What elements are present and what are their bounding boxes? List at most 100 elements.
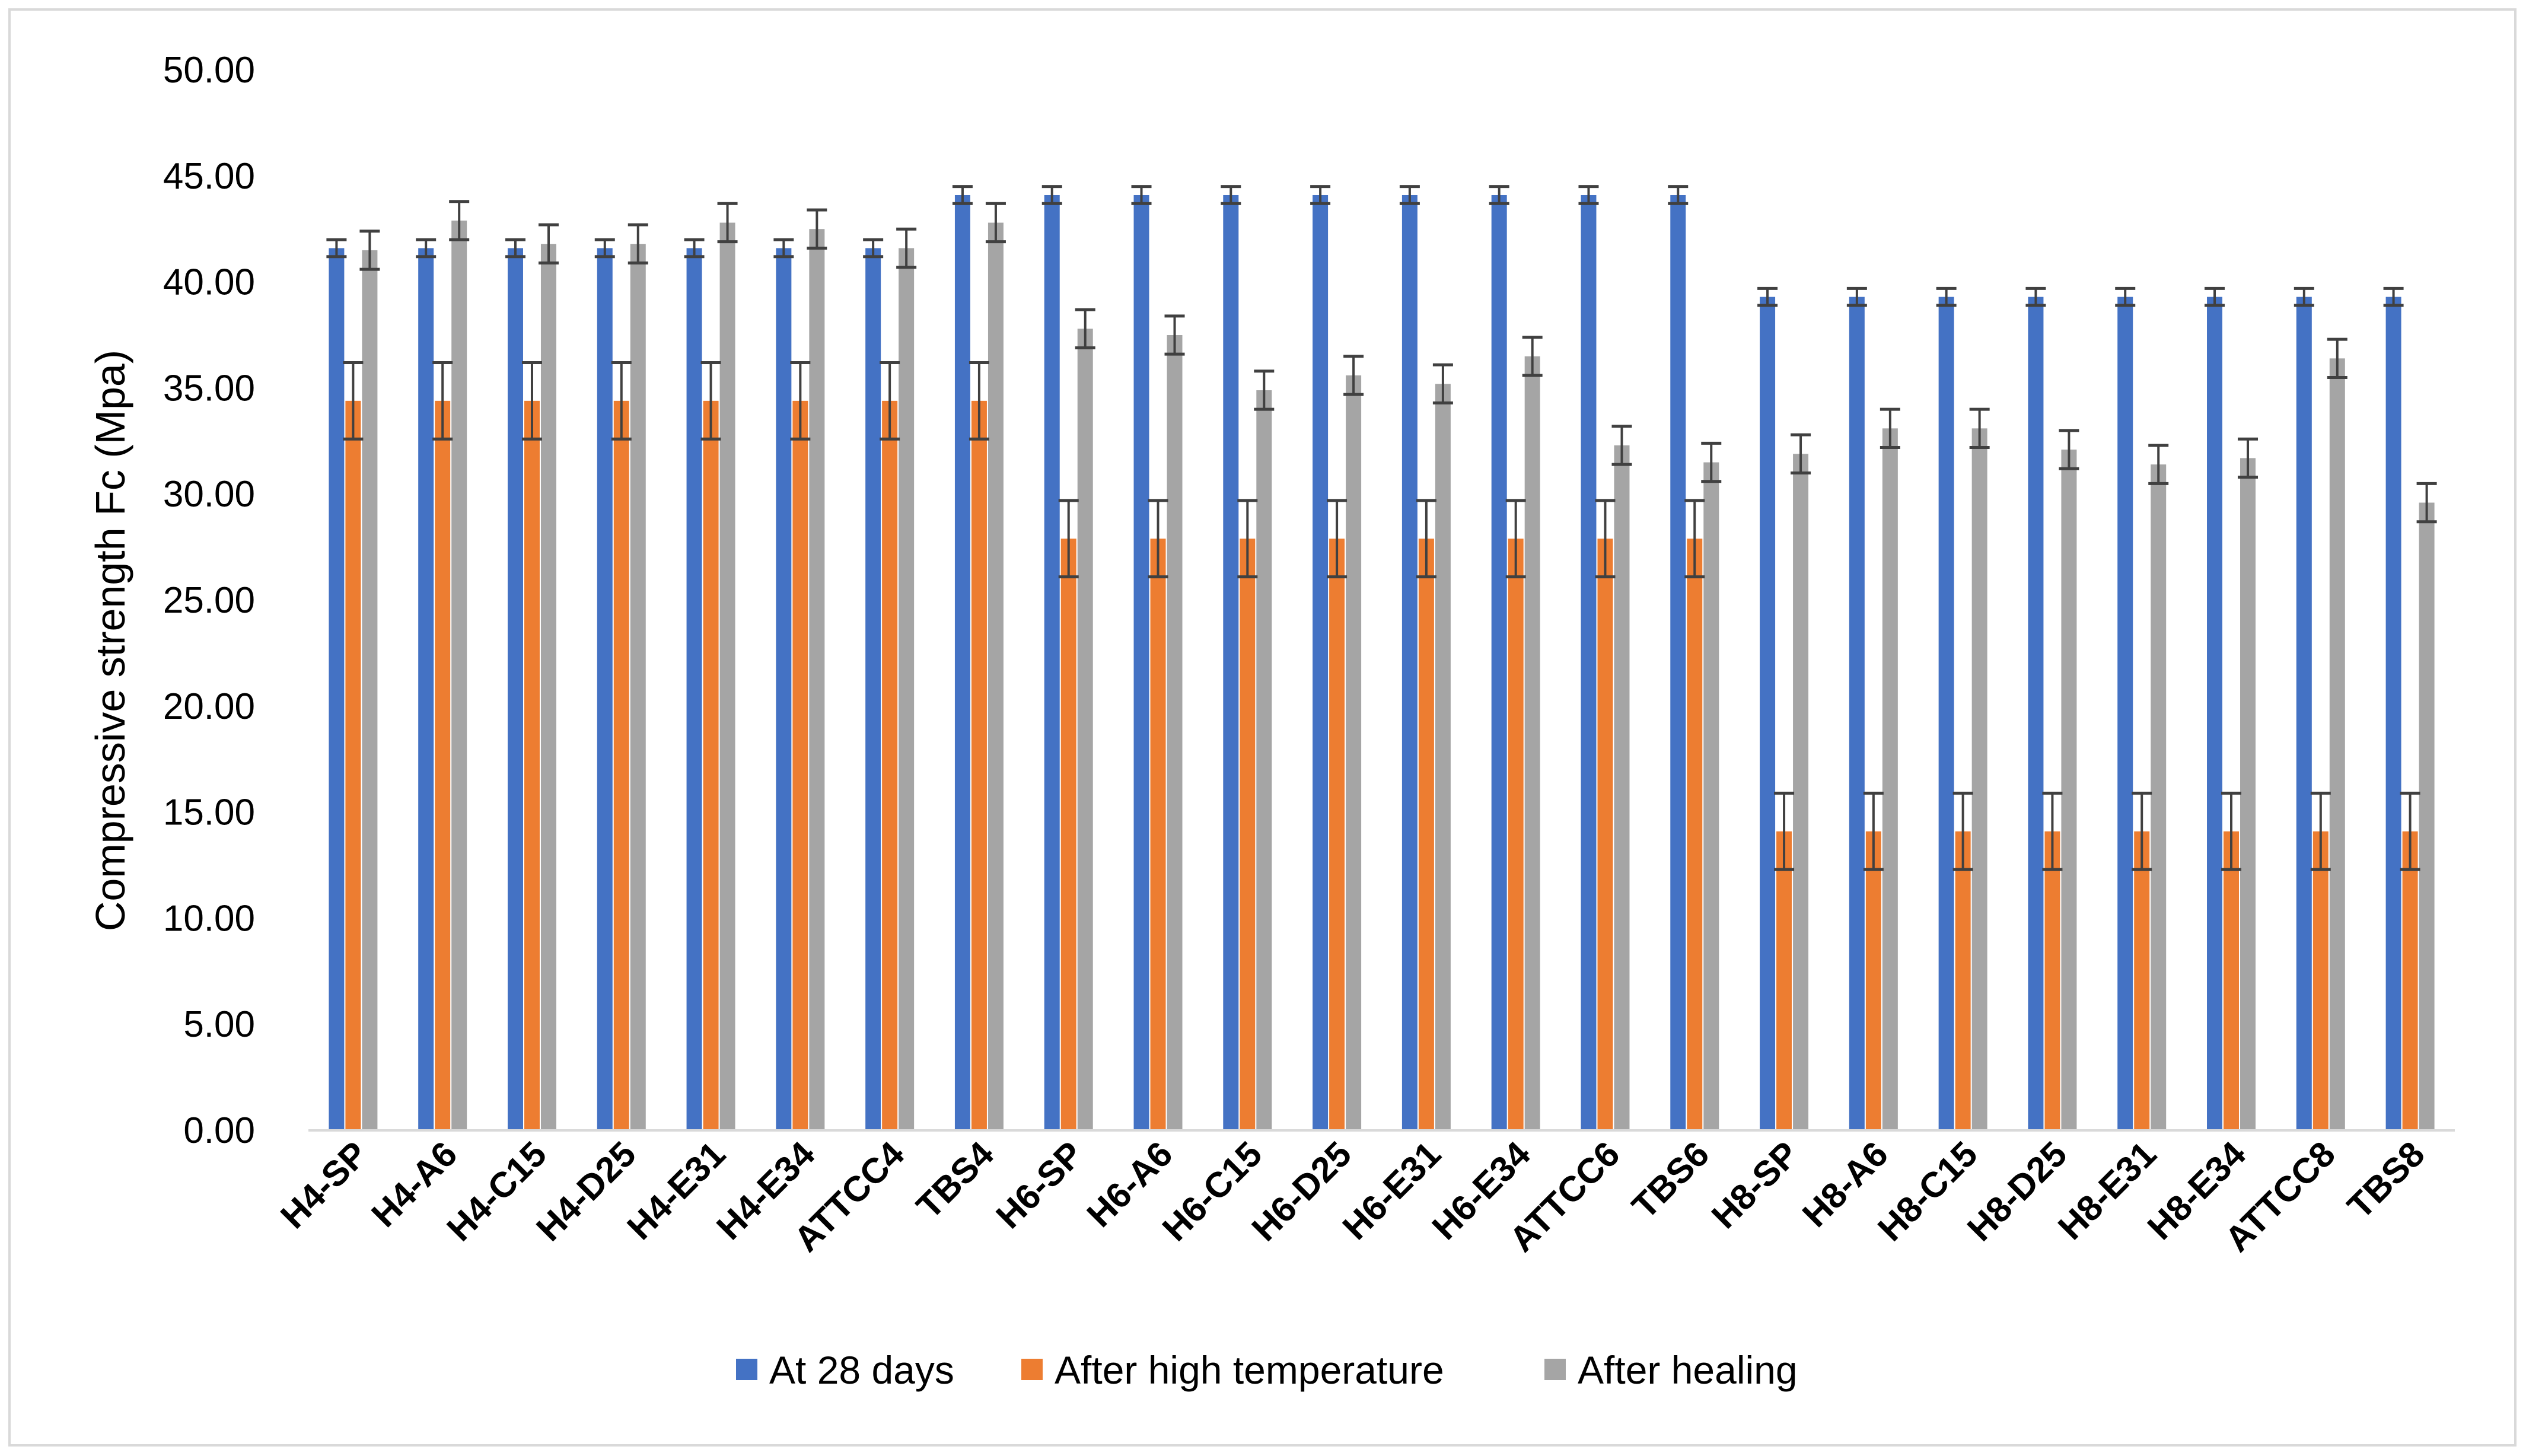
bar (1614, 445, 1630, 1130)
bar (2207, 297, 2223, 1131)
y-tick-label: 50.00 (163, 50, 255, 91)
error-bars-group (326, 185, 2437, 871)
x-tick-label: TBS6 (1624, 1134, 1717, 1226)
bar (1133, 195, 1149, 1130)
bar (597, 248, 613, 1130)
bar (1401, 195, 1418, 1130)
bar (2402, 831, 2418, 1130)
bar (540, 244, 556, 1131)
legend-label: After healing (1578, 1348, 1798, 1392)
x-tick-label: H6-E31 (1335, 1134, 1448, 1247)
bar (1491, 195, 1507, 1130)
x-tick-label: H6-SP (989, 1134, 1091, 1236)
x-tick-label: H6-C15 (1155, 1134, 1270, 1249)
bar (1508, 539, 1524, 1130)
y-tick-label: 10.00 (163, 898, 255, 939)
bar (1346, 375, 1362, 1130)
bar (2151, 464, 2167, 1130)
bar (1687, 539, 1703, 1130)
bar (1256, 390, 1272, 1130)
y-tick-label: 45.00 (163, 156, 255, 197)
bar (2028, 297, 2044, 1131)
bar (2117, 297, 2133, 1131)
bar (1150, 539, 1166, 1130)
x-tick-label: H4-D25 (528, 1134, 644, 1249)
bar (809, 229, 825, 1131)
bar (686, 248, 702, 1130)
bar (1167, 335, 1183, 1130)
bar (2296, 297, 2312, 1131)
x-axis-labels: H4-SPH4-A6H4-C15H4-D25H4-E31H4-E34ATTCC4… (273, 1133, 2432, 1259)
bar (1044, 195, 1060, 1130)
bar (435, 400, 451, 1131)
bar (1670, 195, 1686, 1130)
bar (703, 400, 719, 1131)
x-tick-label: H4-E31 (620, 1134, 733, 1247)
bar (1060, 539, 1076, 1130)
y-tick-label: 20.00 (163, 686, 255, 727)
x-tick-label: TBS8 (2340, 1134, 2432, 1226)
bar (899, 248, 915, 1130)
bar (1581, 195, 1597, 1130)
bar (2044, 831, 2060, 1130)
bar (1849, 297, 1865, 1131)
bar (719, 222, 735, 1131)
bar (1077, 329, 1093, 1130)
bar (2329, 358, 2345, 1131)
x-tick-label: H8-SP (1704, 1134, 1806, 1236)
y-tick-label: 0.00 (183, 1110, 255, 1151)
bar (1313, 195, 1329, 1130)
y-tick-label: 35.00 (163, 368, 255, 409)
bar (2385, 297, 2401, 1131)
bar (1776, 831, 1792, 1130)
legend-swatch (1544, 1359, 1566, 1380)
x-tick-label: H6-D25 (1244, 1134, 1359, 1249)
legend: At 28 days After high temperature After he… (736, 1348, 1798, 1392)
bar (882, 400, 898, 1131)
bar (1240, 539, 1256, 1130)
legend-label: After high temperature (1055, 1348, 1444, 1392)
bar (1418, 539, 1434, 1130)
bars-group (329, 195, 2435, 1131)
x-tick-label: TBS4 (909, 1133, 1001, 1226)
bar (362, 250, 378, 1131)
bar (1882, 428, 1898, 1130)
legend-label: At 28 days (769, 1348, 954, 1392)
bar (1793, 454, 1809, 1130)
bar (792, 400, 808, 1131)
bar (1955, 831, 1971, 1130)
bar (630, 244, 646, 1131)
bar (1971, 428, 1987, 1130)
bar (1329, 539, 1345, 1130)
x-tick-label: H4-C15 (439, 1134, 555, 1249)
bar (1865, 831, 1881, 1130)
bar (1760, 297, 1776, 1131)
bar (2419, 502, 2435, 1130)
bar (451, 220, 467, 1130)
bar (1703, 462, 1719, 1130)
bar (865, 248, 881, 1130)
bar (988, 222, 1004, 1131)
legend-swatch (736, 1359, 757, 1380)
bar (776, 248, 792, 1130)
x-tick-label: H4-SP (273, 1134, 375, 1236)
bar (418, 248, 434, 1130)
y-tick-label: 5.00 (183, 1004, 255, 1045)
y-axis-ticks: 0.00 5.00 10.00 15.00 20.00 25.00 30.00 35.00 40… (163, 50, 255, 1151)
bar (954, 195, 970, 1130)
bar (2312, 831, 2328, 1130)
bar (1223, 195, 1239, 1130)
legend-swatch (1021, 1359, 1043, 1380)
bar (2240, 458, 2256, 1131)
y-tick-label: 30.00 (163, 474, 255, 515)
bar (2061, 450, 2077, 1130)
bar (345, 400, 361, 1131)
y-tick-label: 25.00 (163, 580, 255, 621)
bar (1597, 539, 1613, 1130)
bar (2134, 831, 2150, 1130)
x-tick-label: H8-E31 (2050, 1134, 2164, 1247)
bar (2224, 831, 2240, 1130)
bar (613, 400, 629, 1131)
x-tick-label: H8-D25 (1960, 1134, 2075, 1249)
